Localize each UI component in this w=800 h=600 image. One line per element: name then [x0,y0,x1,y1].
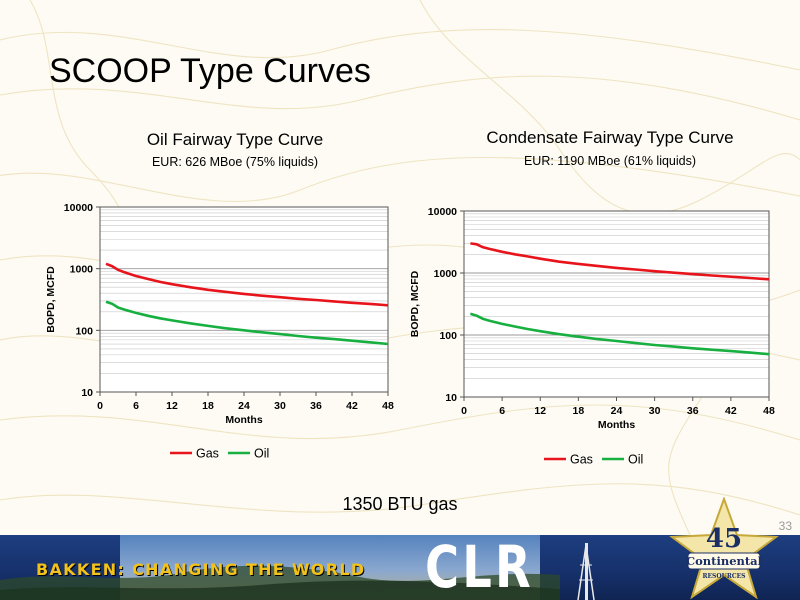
y-tick-label: 10 [81,387,93,399]
y-tick-label: 10000 [428,206,457,218]
y-tick-label: 100 [75,325,93,337]
x-tick-label: 24 [611,405,623,417]
series-line-gas [105,262,389,307]
slide-title: SCOOP Type Curves [49,52,371,90]
series-line-oil [470,312,770,356]
series-line-oil [105,300,389,346]
legend-label-gas: Gas [570,453,593,467]
svg-text:45: 45 [706,524,742,554]
y-tick-label: 100 [439,330,457,342]
chart-title-oil-fairway: Oil Fairway Type Curve [146,130,324,149]
x-tick-label: 6 [133,400,139,412]
legend-label-oil: Oil [254,447,269,461]
legend-label-oil: Oil [628,453,643,467]
continental-45-logo: 45 Continental RESOURCES [669,497,779,600]
clr-mark: CLR [425,535,534,600]
chart-title-condensate-fairway: Condensate Fairway Type Curve [486,128,734,147]
x-tick-label: 30 [649,405,661,417]
x-tick-label: 48 [763,405,775,417]
x-tick-label: 30 [274,400,286,412]
y-axis-title: BOPD, MCFD [409,270,421,337]
x-tick-label: 0 [461,405,467,417]
plot-area [464,211,769,397]
banner-slogan: BAKKEN: CHANGING THE WORLD [36,560,366,579]
x-tick-label: 6 [499,405,505,417]
svg-text:Continental: Continental [686,554,763,568]
y-tick-label: 10 [445,392,457,404]
x-tick-label: 18 [202,400,214,412]
x-tick-label: 12 [166,400,178,412]
banner-hills [0,543,595,600]
series-line-gas [470,242,770,281]
x-tick-label: 36 [310,400,322,412]
x-tick-label: 0 [97,400,103,412]
oil-fairway-chart: 10 100 1000 10000 0 6 12 18 24 30 36 42 48 Months BOPD… [45,202,394,461]
chart-subtitle-condensate-fairway: EUR: 1190 MBoe (61% liquids) [523,154,697,168]
x-tick-label: 48 [382,400,394,412]
x-tick-label: 42 [725,405,737,417]
plot-area [100,207,388,392]
legend-label-gas: Gas [196,447,219,461]
page-number: 33 [778,519,792,533]
chart-subtitle-oil-fairway: EUR: 626 MBoe (75% liquids) [151,155,319,169]
x-tick-label: 18 [573,405,585,417]
svg-text:RESOURCES: RESOURCES [702,573,745,580]
y-tick-label: 1000 [434,268,458,280]
x-axis-title: Months [225,414,262,426]
y-axis-title: BOPD, MCFD [45,266,57,333]
x-tick-label: 36 [687,405,699,417]
x-tick-label: 12 [534,405,546,417]
x-axis-title: Months [598,419,635,431]
condensate-fairway-chart: 10 100 1000 10000 0 6 12 18 24 30 36 42 48 Months BOPD… [409,206,775,467]
footer-banner: BAKKEN: CHANGING THE WORLD CLR [0,535,800,600]
footnote-btu: 1350 BTU gas [342,494,458,514]
y-tick-label: 1000 [70,264,94,276]
x-tick-label: 24 [238,400,250,412]
y-tick-label: 10000 [64,202,93,214]
x-tick-label: 42 [346,400,358,412]
